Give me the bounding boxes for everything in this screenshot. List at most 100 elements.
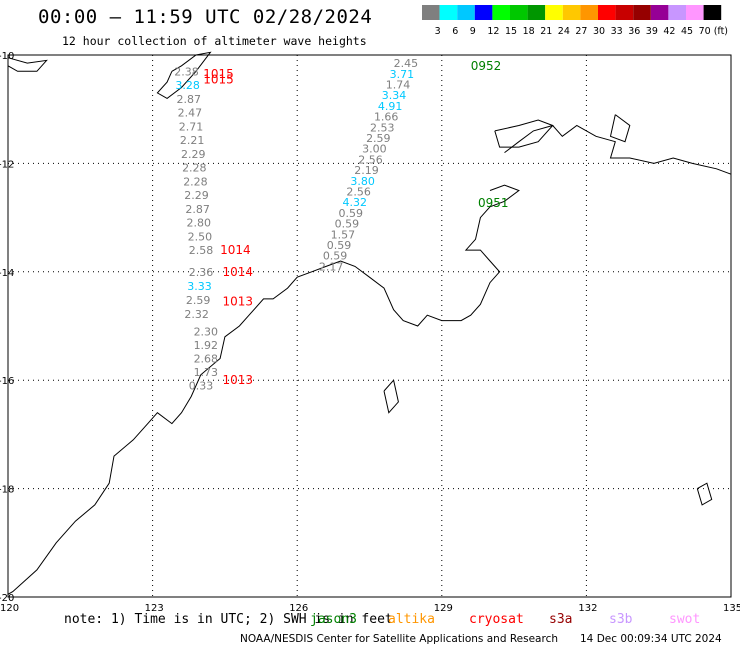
coastline [504,124,732,175]
lon-tick-label: 132 [578,603,597,614]
swh-label: 2.29 [184,189,209,202]
scale-label: 42 [663,26,675,37]
lat-tick-label: -14 [0,268,14,279]
scale-swatch [492,5,510,20]
satellite-altika: altika [388,612,435,627]
coastline [383,379,399,414]
scale-label: 12 [487,26,499,37]
scale-swatch [580,5,598,20]
swh-label: 2.59 [366,132,391,145]
scale-label: 36 [628,26,640,37]
scale-swatch [527,5,546,20]
lon-tick-label: 129 [434,603,453,614]
scale-label: 45 [681,26,693,37]
coastline [156,51,212,99]
swh-label: 2.17 [319,260,344,273]
swh-label: 0.33 [189,380,214,393]
swh-label: 2.56 [358,153,383,166]
scale-swatch [598,5,616,20]
swh-label: 2.45 [394,57,419,70]
credit-timestamp: 14 Dec 00:09:34 UTC 2024 [580,633,722,645]
swh-label: 4.32 [342,196,367,209]
track-time-label: 1015 [203,67,234,81]
swh-label: 2.47 [178,107,203,120]
credit-line: NOAA/NESDIS Center for Satellite Applica… [240,633,558,645]
scale-swatch [510,5,528,20]
scale-label: 18 [523,26,535,37]
swh-label: 0.59 [339,207,364,220]
swh-label: 4.91 [378,100,403,113]
scale-label: 15 [505,26,517,37]
color-scale-legend: 3 6 9 12 15 18 21 24 27 30 33 36 39 42 45 70 (ft) [422,5,728,37]
swh-label: 2.36 [189,266,214,279]
scale-swatch [650,5,669,20]
swh-label: 2.30 [194,325,219,338]
scale-swatch [474,5,493,20]
swh-label: 1.66 [374,111,399,124]
satellite-jason3: jason3 [310,612,357,627]
swh-label: 0.59 [327,239,352,252]
swh-label: 2.56 [346,185,371,198]
scale-swatch [562,5,581,20]
coastline [7,57,48,72]
coastline [696,482,713,506]
track-time-label: 1015 [203,72,234,86]
lon-tick-label: 126 [289,603,308,614]
scale-swatch [633,5,651,20]
swh-label: 2.28 [182,162,207,175]
scale-label: 70 (ft) [699,26,728,37]
scale-swatch [457,5,475,20]
swh-label: 2.28 [183,175,208,188]
swh-label: 1.74 [386,79,411,92]
satellite-s3a: s3a [549,612,573,627]
scale-label: 9 [470,26,476,37]
swh-label: 2.87 [185,203,210,216]
scale-swatch [439,5,458,20]
swh-label: 1.92 [194,339,219,352]
swh-label: 3.28 [175,79,200,92]
lon-tick-label: 120 [0,603,19,614]
track-time-label: 1013 [222,373,253,387]
track-time-label: 1014 [220,243,251,257]
scale-label: 30 [593,26,605,37]
swh-label: 2.50 [188,230,213,243]
map-subtitle: 12 hour collection of altimeter wave hei… [62,34,367,48]
swh-label: 2.19 [354,164,379,177]
coastline [7,184,520,595]
swh-label: 0.59 [335,218,360,231]
swh-label: 2.53 [370,121,395,134]
swh-label: 3.71 [390,68,415,81]
swh-label: 2.29 [181,148,206,161]
scale-label: 33 [611,26,623,37]
lon-tick-label: 135 [723,603,740,614]
swh-label: 3.33 [187,280,212,293]
scale-swatch [422,5,440,20]
swh-label: 2.38 [174,65,199,78]
track-time-label: 0951 [478,196,509,210]
scale-label: 21 [540,26,552,37]
track-time-label: 0952 [471,59,502,73]
lat-tick-label: -20 [0,593,14,604]
swh-label: 2.21 [180,134,205,147]
swh-label: 2.71 [179,120,204,133]
lat-tick-label: -10 [0,51,14,62]
swh-label: 1.57 [331,228,356,241]
scale-label: 3 [435,26,441,37]
map-title: 00:00 – 11:59 UTC 02/28/2024 [38,6,373,28]
scale-swatch [703,5,722,20]
swh-label: 2.59 [186,294,211,307]
satellite-swot: swot [669,612,701,627]
scale-swatch [615,5,634,20]
swh-label: 2.58 [189,244,214,257]
scale-swatch [545,5,563,20]
lat-tick-label: -18 [0,485,14,496]
scale-label: 6 [452,26,458,37]
swh-label: 1.73 [194,366,219,379]
swh-label: 2.32 [184,308,209,321]
scale-swatch [686,5,704,20]
scale-swatch [668,5,686,20]
lat-tick-label: -12 [0,159,14,170]
satellite-s3b: s3b [609,612,633,627]
coastline [609,114,631,143]
track-time-label: 1013 [222,295,253,309]
